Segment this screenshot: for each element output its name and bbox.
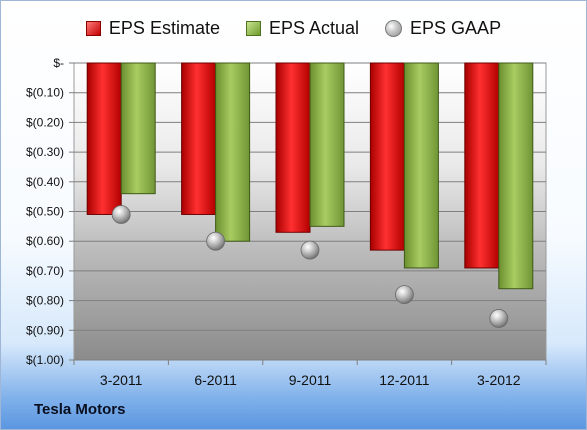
marker-eps-gaap [394, 285, 414, 305]
y-tick-label: $(0.60) [26, 234, 64, 248]
x-tick-label: 6-2011 [194, 372, 237, 388]
legend-swatch-eps-estimate [85, 20, 101, 36]
legend-item-eps-actual: EPS Actual [245, 17, 360, 39]
legend-swatch-eps-gaap [385, 19, 403, 37]
legend-item-eps-estimate: EPS Estimate [85, 17, 220, 39]
y-tick-label: $(0.90) [26, 323, 64, 337]
marker-eps-gaap [206, 231, 226, 251]
bar-eps-estimate [86, 62, 122, 215]
x-tick-label: 9-2011 [289, 372, 332, 388]
bar-eps-estimate [275, 62, 311, 233]
x-tick-label: 3-2011 [100, 372, 143, 388]
y-tick-label: $(0.20) [26, 115, 64, 129]
bar-eps-estimate [369, 62, 405, 251]
legend-label-eps-estimate: EPS Estimate [108, 17, 220, 38]
bar-eps-estimate [181, 62, 217, 215]
bar-eps-estimate [464, 62, 500, 269]
x-tick-label: 3-2012 [477, 372, 521, 388]
y-tick-label: $(0.30) [26, 145, 64, 159]
marker-eps-gaap [489, 309, 509, 328]
marker-eps-gaap [300, 240, 320, 260]
legend-swatch-eps-actual [245, 20, 261, 36]
y-tick-label: $- [53, 56, 64, 70]
bar-eps-actual [498, 62, 534, 290]
bar-eps-actual [215, 62, 251, 242]
company-name: Tesla Motors [34, 401, 126, 418]
legend-label-eps-gaap: EPS GAAP [410, 17, 502, 38]
marker-eps-gaap [111, 205, 131, 224]
legend-item-eps-gaap: EPS GAAP [385, 18, 501, 39]
y-tick-label: $(0.50) [26, 205, 64, 219]
y-tick-label: $(1.00) [26, 353, 64, 367]
x-tick-label: 12-2011 [379, 372, 430, 388]
y-tick-label: $(0.70) [26, 264, 64, 278]
bar-eps-actual [120, 62, 156, 195]
bar-eps-actual [403, 62, 439, 269]
y-tick-label: $(0.10) [26, 86, 64, 100]
legend-label-eps-actual: EPS Actual [268, 17, 360, 38]
y-tick-label: $(0.80) [26, 294, 64, 308]
chart-legend: EPS Estimate EPS Actual EPS GAAP [0, 14, 587, 42]
y-tick-label: $(0.40) [26, 175, 64, 189]
bar-eps-actual [309, 62, 345, 227]
